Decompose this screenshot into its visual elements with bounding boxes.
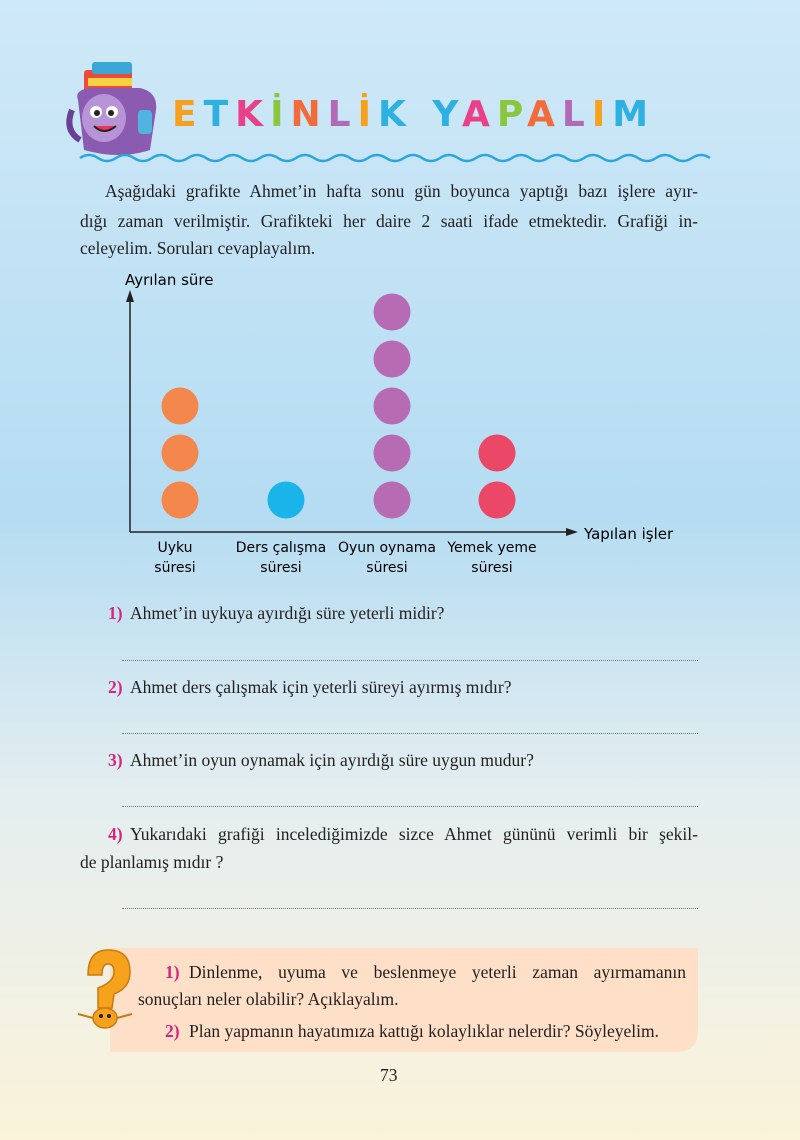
discussion-text: Plan yapmanın hayatımıza kattığı kolaylı…	[189, 1021, 659, 1041]
discussion-text: sonuçları neler olabilir? Açıklayalım.	[138, 989, 399, 1009]
dot	[478, 434, 516, 472]
y-axis-arrow	[126, 290, 134, 302]
dot	[161, 434, 199, 472]
category-label: süresi	[366, 560, 407, 576]
answer-line	[122, 733, 698, 734]
x-axis-arrow	[566, 528, 578, 536]
page-number: 73	[380, 1065, 398, 1085]
intro-line: dığı zaman verilmiştir. Grafikteki her d…	[80, 211, 698, 231]
question-number: 1)	[108, 603, 123, 623]
question-text: Ahmet ders çalışmak için yeterli süreyi …	[130, 677, 512, 697]
category-label: Yemek yeme	[446, 540, 536, 556]
category-label: süresi	[260, 560, 301, 576]
dot	[373, 293, 411, 331]
dot	[267, 481, 305, 519]
x-axis-label: Yapılan işler	[583, 525, 674, 543]
question-text: Ahmet’in uykuya ayırdığı süre yeterli mi…	[130, 603, 445, 623]
wavy-line	[79, 153, 711, 163]
question-number: 3)	[108, 750, 123, 770]
category-label: süresi	[471, 560, 512, 576]
category-label: Uyku	[157, 540, 192, 556]
dot	[373, 434, 411, 472]
page-title: ETKİNLİK YAPALIM	[172, 94, 656, 135]
dot	[161, 481, 199, 519]
backpack-icon	[66, 62, 157, 155]
intro-line: celeyelim. Soruları cevaplayalım.	[80, 238, 316, 258]
answer-line	[122, 660, 698, 661]
dot	[373, 481, 411, 519]
answer-line	[122, 806, 698, 807]
discussion-box	[110, 948, 698, 1052]
answer-line	[122, 908, 698, 909]
dot	[373, 340, 411, 378]
discussion-number: 1)	[165, 962, 180, 982]
dot	[161, 387, 199, 425]
category-label: süresi	[154, 560, 195, 576]
question-text: Ahmet’in oyun oynamak için ayırdığı süre…	[130, 750, 534, 770]
question-text: de planlamış mıdır ?	[80, 852, 224, 872]
question-icon	[77, 949, 133, 1029]
intro-line: Aşağıdaki grafikte Ahmet’in hafta sonu g…	[105, 181, 698, 201]
dot	[478, 481, 516, 519]
discussion-text: Dinlenme, uyuma ve beslenmeye yeterli za…	[189, 962, 686, 982]
y-axis-label: Ayrılan süre	[125, 271, 213, 289]
dot	[373, 387, 411, 425]
question-text: Yukarıdaki grafiği incelediğimizde sizce…	[130, 824, 698, 844]
question-number: 2)	[108, 677, 123, 697]
question-number: 4)	[108, 824, 123, 844]
category-label: Oyun oynama	[338, 540, 436, 556]
discussion-number: 2)	[165, 1021, 180, 1041]
category-label: Ders çalışma	[236, 540, 326, 556]
